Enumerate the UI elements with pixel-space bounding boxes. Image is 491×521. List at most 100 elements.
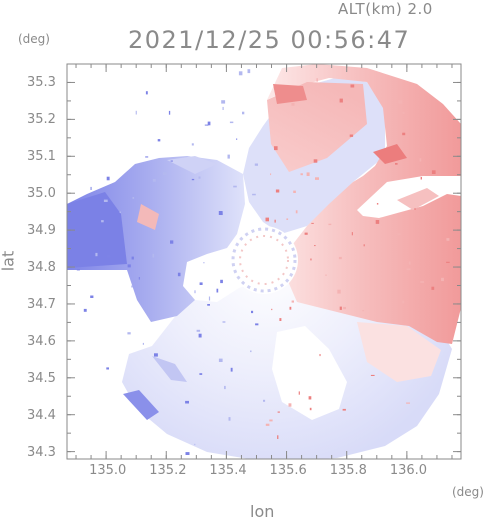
- altitude-label: ALT(km) 2.0: [338, 0, 433, 18]
- radar-speck: [362, 310, 365, 312]
- radar-speck: [157, 139, 161, 142]
- radar-speck: [370, 374, 375, 376]
- radar-speck: [343, 306, 346, 310]
- radar-speck: [402, 112, 405, 114]
- radar-speck: [269, 419, 273, 422]
- y-tick-label: 34.9: [27, 223, 56, 239]
- radar-speck: [308, 396, 312, 400]
- radar-speck: [431, 286, 435, 290]
- radar-speck: [127, 332, 131, 335]
- radar-speck: [414, 208, 416, 210]
- radar-speck: [286, 218, 289, 220]
- y-tick-label: 34.5: [27, 370, 56, 386]
- radar-speck: [328, 223, 332, 226]
- y-tick-label: 35.2: [27, 112, 56, 128]
- radar-speck: [349, 134, 354, 137]
- radar-speck: [163, 172, 167, 175]
- radar-speck: [230, 367, 233, 372]
- radar-speck: [106, 176, 110, 181]
- radar-speck: [152, 253, 155, 258]
- radar-speck: [314, 245, 316, 247]
- radar-speck: [339, 306, 342, 310]
- radar-speck: [168, 110, 171, 115]
- radar-speck: [194, 290, 196, 294]
- radar-speck: [325, 274, 327, 276]
- radar-speck: [306, 172, 310, 176]
- radar-speck: [293, 190, 296, 193]
- radar-speck: [218, 358, 223, 362]
- radar-speck: [309, 407, 312, 411]
- radar-speck: [420, 281, 424, 283]
- radar-speck: [222, 106, 224, 110]
- radar-speck: [131, 256, 134, 260]
- x-tick-label: 136.0: [389, 463, 428, 478]
- radar-speck: [338, 256, 342, 260]
- radar-speck: [199, 373, 203, 375]
- radar-speck: [170, 160, 173, 162]
- radar-speck: [90, 186, 92, 190]
- radar-speck: [406, 402, 410, 404]
- radar-site-ring: [230, 226, 298, 294]
- radar-speck: [431, 170, 436, 174]
- radar-speck: [236, 138, 238, 140]
- y-tick-label: 34.4: [27, 407, 56, 423]
- x-tick-label: 135.4: [209, 463, 247, 478]
- y-tick-label: 34.6: [27, 333, 56, 349]
- x-tick-label: 135.8: [329, 463, 367, 478]
- radar-speck: [132, 197, 135, 199]
- radar-speck: [316, 78, 318, 82]
- radar-speck: [408, 261, 411, 265]
- radar-speck: [152, 179, 156, 182]
- radar-speck: [270, 173, 272, 176]
- radar-speck: [304, 232, 308, 235]
- radar-speck: [138, 277, 140, 280]
- radar-speck: [441, 277, 444, 282]
- radar-speck: [250, 350, 252, 353]
- y-tick-label: 34.3: [27, 444, 56, 460]
- x-tick-label: 135.0: [89, 463, 127, 478]
- y-axis-title: lat: [0, 250, 18, 272]
- radar-speck: [319, 354, 321, 357]
- radar-speck: [145, 91, 148, 95]
- radar-speck: [131, 285, 133, 288]
- radar-speck: [251, 310, 254, 314]
- radar-speck: [224, 385, 226, 390]
- radar-speck: [279, 318, 282, 321]
- radar-speck: [220, 279, 223, 284]
- radar-speck: [342, 408, 346, 411]
- radar-speck: [199, 282, 203, 285]
- radar-speck: [275, 189, 280, 193]
- radar-speck: [208, 296, 211, 301]
- y-tick-label: 34.8: [27, 260, 56, 276]
- radar-speck: [277, 411, 280, 413]
- radar-speck: [216, 288, 219, 293]
- radar-speck: [376, 203, 379, 205]
- radar-speck: [247, 69, 251, 74]
- radar-speck: [402, 132, 406, 136]
- radar-speck: [106, 367, 109, 370]
- radar-speck: [274, 146, 278, 151]
- radar-speck: [198, 176, 201, 179]
- radar-speck: [127, 264, 131, 268]
- radar-speck: [218, 211, 223, 215]
- radar-speck: [350, 84, 355, 88]
- timestamp-title: 2021/12/25 00:56:47: [128, 26, 411, 54]
- radar-speck: [310, 258, 312, 261]
- radar-speck: [460, 260, 461, 262]
- radar-speck: [135, 110, 137, 115]
- radar-speck: [185, 400, 189, 404]
- radar-speck: [142, 342, 144, 345]
- radar-speck: [185, 452, 190, 455]
- radar-speck: [203, 262, 205, 264]
- radar-speck: [198, 333, 202, 338]
- radar-speck: [119, 211, 121, 213]
- radar-speck: [154, 353, 158, 357]
- radar-speck: [145, 156, 149, 158]
- radar-speck: [207, 121, 211, 126]
- radar-speck: [295, 210, 298, 214]
- radar-speck: [238, 71, 243, 76]
- radar-speck: [402, 300, 405, 304]
- radar-speck: [90, 295, 94, 298]
- radar-speck: [265, 423, 270, 426]
- radar-speck: [420, 177, 422, 180]
